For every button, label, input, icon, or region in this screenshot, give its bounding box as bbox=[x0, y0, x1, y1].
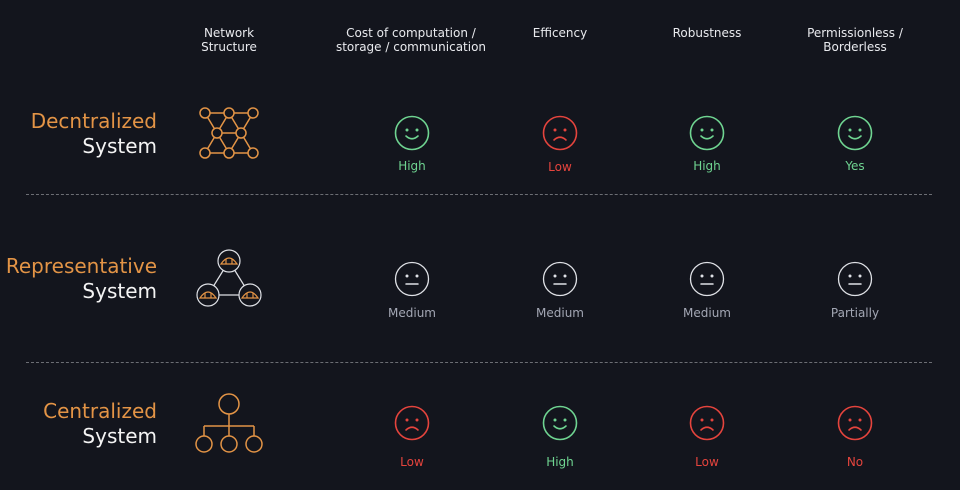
column-header-network-structure: Network Structure bbox=[201, 26, 257, 54]
row-title-accent: Centralized bbox=[43, 399, 157, 423]
row-title-representative: Representative System bbox=[6, 254, 157, 304]
rating-label: Partially bbox=[830, 306, 880, 320]
column-header-permissionless: Permissionless / Borderless bbox=[807, 26, 903, 54]
column-header-efficiency: Efficency bbox=[532, 26, 588, 40]
sad-face-icon bbox=[689, 405, 725, 441]
rating-label: Low bbox=[548, 160, 572, 174]
rating-label: Medium bbox=[388, 306, 436, 320]
rating-label: No bbox=[846, 455, 864, 469]
sad-face-icon bbox=[837, 405, 873, 441]
row-title-plain: System bbox=[82, 424, 157, 448]
row-divider bbox=[26, 362, 932, 363]
row-title-plain: System bbox=[82, 279, 157, 303]
neutral-face-icon bbox=[689, 261, 725, 297]
rating-label: High bbox=[398, 159, 426, 173]
centralized-hub-network-icon bbox=[195, 393, 263, 453]
neutral-face-icon bbox=[837, 261, 873, 297]
row-title-accent: Decntralized bbox=[30, 109, 157, 133]
row-title-centralized: Centralized System bbox=[43, 399, 157, 449]
happy-face-icon bbox=[542, 405, 578, 441]
representative-triangle-network-icon bbox=[196, 249, 262, 307]
neutral-face-icon bbox=[394, 261, 430, 297]
happy-face-icon bbox=[394, 115, 430, 151]
sad-face-icon bbox=[394, 405, 430, 441]
column-header-robustness: Robustness bbox=[672, 26, 742, 40]
rating-label: High bbox=[546, 455, 574, 469]
row-title-decentralized: Decntralized System bbox=[31, 109, 157, 159]
rating-label: High bbox=[693, 159, 721, 173]
happy-face-icon bbox=[689, 115, 725, 151]
column-header-cost: Cost of computation / storage / communic… bbox=[335, 26, 487, 54]
rating-label: Yes bbox=[845, 159, 865, 173]
decentralized-mesh-network-icon bbox=[199, 107, 259, 159]
row-divider bbox=[26, 194, 932, 195]
neutral-face-icon bbox=[542, 261, 578, 297]
row-title-plain: System bbox=[82, 134, 157, 158]
rating-label: Medium bbox=[536, 306, 584, 320]
row-title-accent: Representative bbox=[5, 254, 157, 278]
sad-face-icon bbox=[542, 115, 578, 151]
rating-label: Low bbox=[400, 455, 424, 469]
happy-face-icon bbox=[837, 115, 873, 151]
rating-label: Low bbox=[695, 455, 719, 469]
rating-label: Medium bbox=[683, 306, 731, 320]
